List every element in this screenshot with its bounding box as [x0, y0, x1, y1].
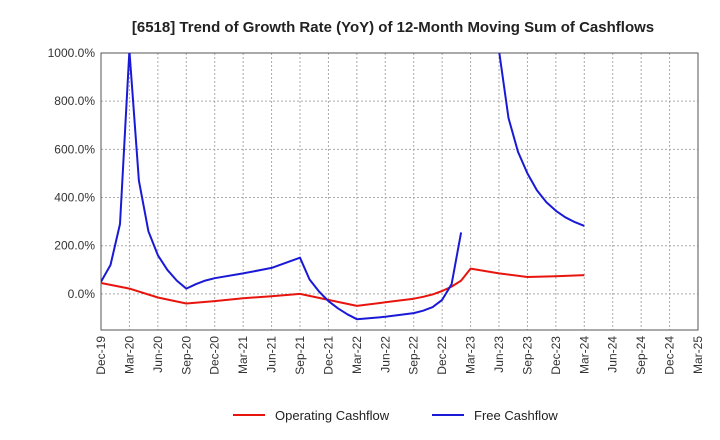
x-tick-label: Dec-19 — [94, 336, 108, 375]
x-tick-label: Jun-22 — [378, 336, 392, 373]
x-tick-label: Dec-20 — [208, 336, 222, 375]
x-axis: Dec-19 Mar-20 Jun-20 Sep-20 Dec-20 Mar-21 Jun-… — [94, 336, 705, 375]
series-group — [101, 53, 585, 321]
legend: Operating Cashflow Free Cashflow — [233, 408, 558, 423]
x-tick-label: Mar-25 — [691, 336, 705, 374]
y-tick-label: 0.0% — [68, 287, 96, 301]
x-tick-label: Mar-23 — [464, 336, 478, 374]
y-tick-label: 800.0% — [54, 94, 95, 108]
grid — [100, 52, 699, 330]
x-tick-label: Mar-20 — [122, 336, 136, 374]
x-tick-label: Jun-24 — [606, 336, 620, 373]
x-tick-label: Sep-21 — [293, 336, 307, 375]
legend-label: Operating Cashflow — [275, 408, 390, 423]
x-tick-label: Dec-24 — [663, 336, 677, 375]
x-tick-label: Mar-22 — [350, 336, 364, 374]
y-tick-label: 1000.0% — [48, 46, 96, 60]
series-line-0 — [101, 267, 585, 307]
x-tick-label: Mar-21 — [236, 336, 250, 374]
x-tick-label: Sep-22 — [407, 336, 421, 375]
x-tick-label: Dec-22 — [435, 336, 449, 375]
x-tick-label: Sep-23 — [520, 336, 534, 375]
y-axis: 1000.0% 800.0% 600.0% 400.0% 200.0% 0.0% — [48, 46, 96, 301]
x-tick-label: Jun-21 — [265, 336, 279, 373]
y-tick-label: 400.0% — [54, 191, 95, 205]
x-tick-label: Sep-24 — [634, 336, 648, 375]
series-line-1 — [101, 53, 585, 321]
x-tick-label: Dec-23 — [549, 336, 563, 375]
x-tick-label: Jun-20 — [151, 336, 165, 373]
x-tick-label: Dec-21 — [321, 336, 335, 375]
legend-label: Free Cashflow — [474, 408, 558, 423]
y-tick-label: 600.0% — [54, 142, 95, 156]
x-tick-label: Jun-23 — [492, 336, 506, 373]
plot-area — [100, 52, 699, 331]
chart-title: [6518] Trend of Growth Rate (YoY) of 12-… — [132, 19, 654, 36]
y-tick-label: 200.0% — [54, 239, 95, 253]
x-tick-label: Sep-20 — [179, 336, 193, 375]
x-tick-label: Mar-24 — [577, 336, 591, 374]
